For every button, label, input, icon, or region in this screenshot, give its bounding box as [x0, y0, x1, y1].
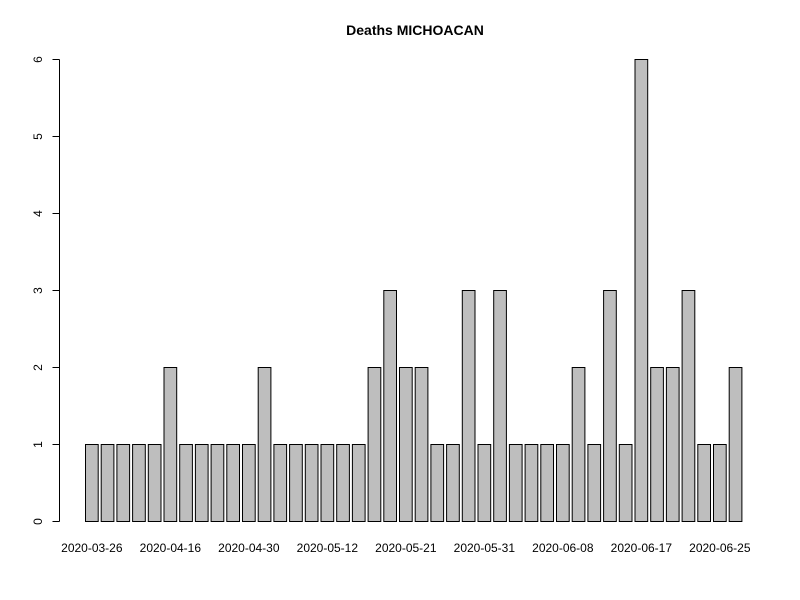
bar: [257, 367, 272, 522]
y-tick-label: 6: [31, 56, 45, 63]
bar: [477, 444, 492, 522]
bar: [399, 367, 413, 522]
bar: [493, 290, 507, 522]
y-tick-label: 3: [31, 287, 45, 294]
x-tick-label: 2020-06-25: [689, 541, 751, 555]
bar: [304, 444, 319, 522]
bar: [336, 444, 350, 522]
bar: [210, 444, 225, 522]
bar: [681, 290, 696, 522]
bar: [430, 444, 445, 522]
x-tick-label: 2020-04-30: [218, 541, 280, 555]
bar: [116, 444, 131, 522]
x-tick-label: 2020-06-08: [532, 541, 594, 555]
x-tick-label: 2020-05-12: [297, 541, 359, 555]
bar: [634, 59, 649, 522]
x-tick-label: 2020-05-31: [454, 541, 516, 555]
bar: [446, 444, 460, 522]
bar: [713, 444, 727, 522]
bars-group: [85, 59, 743, 522]
bar: [242, 444, 256, 522]
bar: [556, 444, 570, 522]
bar: [194, 444, 209, 522]
bar: [587, 444, 602, 522]
y-tick-label: 1: [31, 441, 45, 448]
bar: [650, 367, 664, 522]
bar: [697, 444, 711, 522]
x-tick-label: 2020-04-16: [140, 541, 202, 555]
bar: [351, 444, 366, 522]
bar: [571, 367, 586, 522]
x-tick-label: 2020-03-26: [61, 541, 123, 555]
bar: [618, 444, 633, 522]
y-tick-label: 4: [31, 210, 45, 217]
bar: [163, 367, 178, 522]
bar: [320, 444, 335, 522]
y-tick-label: 2: [31, 364, 45, 371]
bar: [273, 444, 288, 522]
x-tick-label: 2020-05-21: [375, 541, 437, 555]
bar: [508, 444, 523, 522]
bar: [132, 444, 146, 522]
bar: [728, 367, 743, 522]
bar: [540, 444, 554, 522]
bar: [524, 444, 539, 522]
bar: [179, 444, 193, 522]
y-tick-label: 5: [31, 133, 45, 140]
bar: [85, 444, 99, 522]
chart-title: Deaths MICHOACAN: [346, 22, 484, 38]
bar: [226, 444, 241, 522]
bar: [383, 290, 397, 522]
bar: [461, 290, 476, 522]
bar: [100, 444, 115, 522]
y-axis: 0 1 2 3 4 5 6: [31, 56, 60, 525]
bar: [367, 367, 382, 522]
bar: [147, 444, 162, 522]
y-tick-label: 0: [31, 518, 45, 525]
x-axis-labels: 2020-03-26 2020-04-16 2020-04-30 2020-05-12…: [61, 541, 751, 555]
bar: [665, 367, 680, 522]
x-tick-label: 2020-06-17: [611, 541, 673, 555]
bar: [289, 444, 303, 522]
bar: [603, 290, 617, 522]
bar: [414, 367, 429, 522]
